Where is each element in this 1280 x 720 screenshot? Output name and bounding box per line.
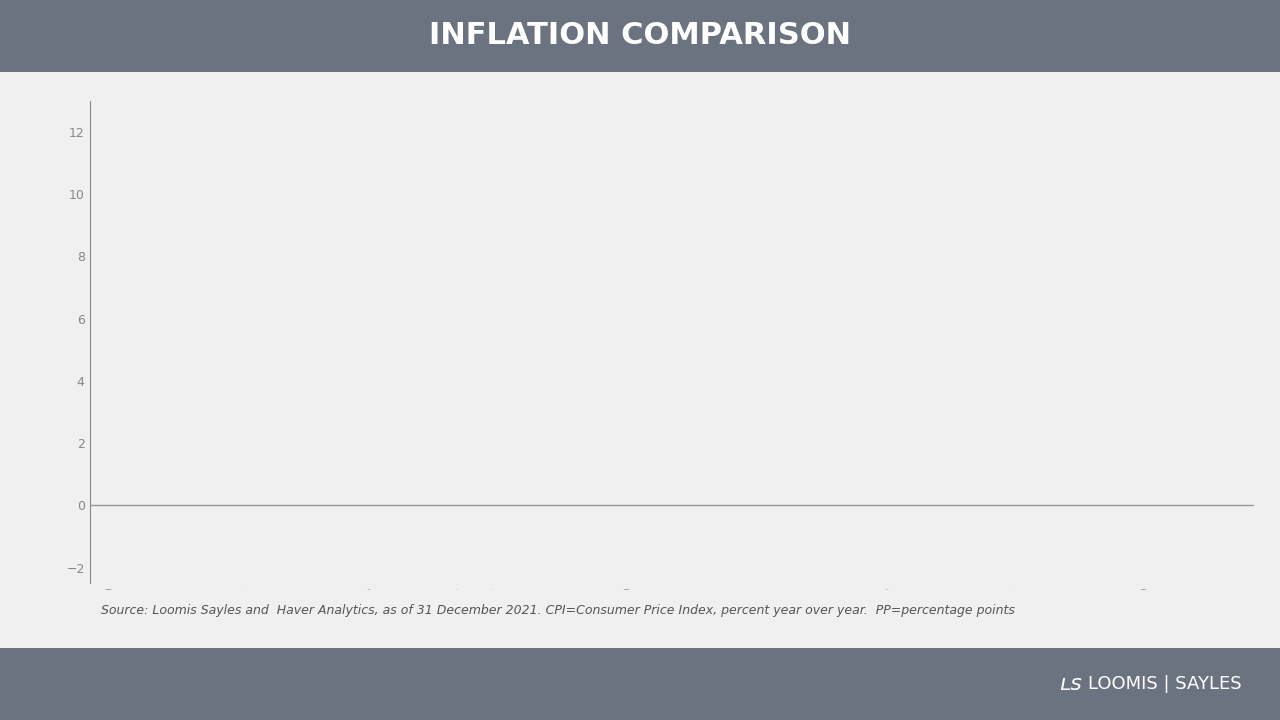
Text: Source: Loomis Sayles and  Haver Analytics, as of 31 December 2021. CPI=Consumer: Source: Loomis Sayles and Haver Analytic… [101,604,1015,617]
Text: LOOMIS | SAYLES: LOOMIS | SAYLES [1088,675,1242,693]
Text: ʟs: ʟs [1059,674,1082,694]
Text: INFLATION COMPARISON: INFLATION COMPARISON [429,22,851,50]
